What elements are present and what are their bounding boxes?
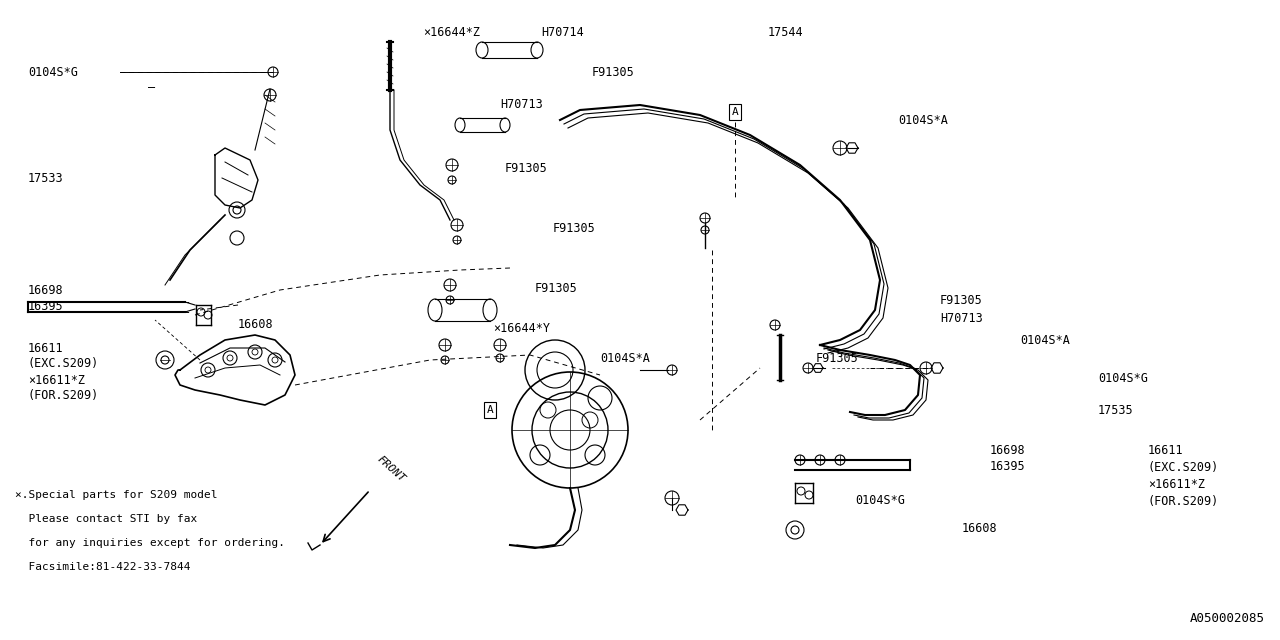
Text: 16698: 16698 xyxy=(989,444,1025,456)
Text: 17533: 17533 xyxy=(28,172,64,184)
Text: 0104S*G: 0104S*G xyxy=(1098,371,1148,385)
Text: F91305: F91305 xyxy=(940,294,983,307)
Text: (EXC.S209): (EXC.S209) xyxy=(28,358,100,371)
Text: 16698: 16698 xyxy=(28,284,64,296)
Text: ×16644*Y: ×16644*Y xyxy=(493,321,550,335)
Text: H70713: H70713 xyxy=(940,312,983,324)
Text: H70714: H70714 xyxy=(541,26,584,38)
Text: A: A xyxy=(486,405,493,415)
Text: 0104S*A: 0104S*A xyxy=(1020,333,1070,346)
Text: ×.Special parts for S209 model: ×.Special parts for S209 model xyxy=(15,490,218,500)
Text: (EXC.S209): (EXC.S209) xyxy=(1148,461,1220,474)
Text: (FOR.S209): (FOR.S209) xyxy=(28,390,100,403)
Text: 17544: 17544 xyxy=(768,26,804,38)
Text: 16608: 16608 xyxy=(238,319,274,332)
Text: ×16611*Z: ×16611*Z xyxy=(28,374,84,387)
Text: H70713: H70713 xyxy=(500,99,543,111)
Text: F91305: F91305 xyxy=(506,161,548,175)
Text: 0104S*G: 0104S*G xyxy=(28,65,78,79)
Text: 16395: 16395 xyxy=(28,301,64,314)
Text: Facsimile:81-422-33-7844: Facsimile:81-422-33-7844 xyxy=(15,562,191,572)
Text: 16611: 16611 xyxy=(28,342,64,355)
Text: (FOR.S209): (FOR.S209) xyxy=(1148,495,1220,508)
Text: 0104S*A: 0104S*A xyxy=(600,351,650,365)
Text: –: – xyxy=(148,81,155,95)
Text: F91305: F91305 xyxy=(535,282,577,294)
Text: F91305: F91305 xyxy=(553,221,595,234)
Text: A: A xyxy=(732,107,739,117)
Text: FRONT: FRONT xyxy=(375,454,407,484)
Text: ×16611*Z: ×16611*Z xyxy=(1148,477,1204,490)
Text: 16608: 16608 xyxy=(963,522,997,534)
Text: 0104S*A: 0104S*A xyxy=(899,113,948,127)
Text: Please contact STI by fax: Please contact STI by fax xyxy=(15,514,197,524)
Text: A050002085: A050002085 xyxy=(1190,612,1265,625)
Text: 16611: 16611 xyxy=(1148,444,1184,456)
Text: for any inquiries except for ordering.: for any inquiries except for ordering. xyxy=(15,538,285,548)
Text: 16395: 16395 xyxy=(989,461,1025,474)
Text: F91305: F91305 xyxy=(591,65,635,79)
Text: ×16644*Z: ×16644*Z xyxy=(422,26,480,38)
Text: 0104S*G: 0104S*G xyxy=(855,493,905,506)
Text: F91305: F91305 xyxy=(817,351,859,365)
Text: 17535: 17535 xyxy=(1098,403,1134,417)
